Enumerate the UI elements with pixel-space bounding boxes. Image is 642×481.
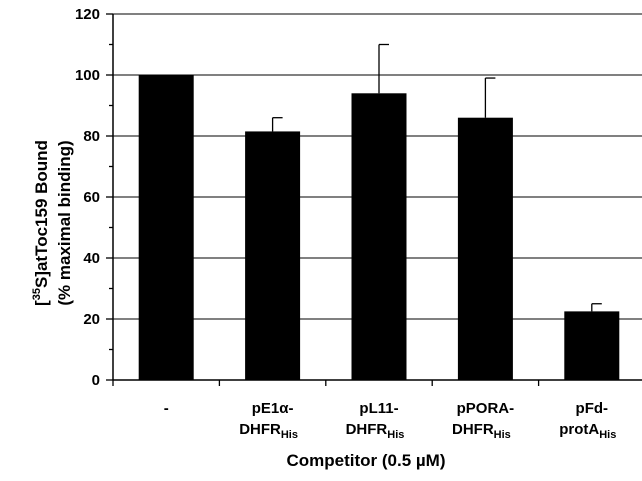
category-label-line1: pPORA- (457, 400, 515, 417)
category-label-line2: DHFRHis (346, 421, 405, 441)
category-label: pFd-protAHis (559, 400, 616, 441)
y-axis-title-line2: (% maximal binding) (55, 140, 74, 305)
bars (138, 43, 620, 381)
category-label-line1: - (164, 400, 169, 417)
y-tick-labels: 0 20 40 60 80 100 120 (75, 6, 100, 389)
x-axis-title: Competitor (0.5 µM) (286, 451, 445, 470)
y-tick-label: 0 (92, 372, 100, 389)
category-label-line2: DHFRHis (239, 421, 298, 441)
svg-text:[35S]atToc159 Bound: [35S]atToc159 Bound (31, 140, 51, 306)
y-tick-label: 20 (83, 311, 100, 328)
category-label: pL11- DHFRHis (346, 400, 405, 441)
error-bar (591, 303, 602, 312)
category-label-line1: pFd- (576, 400, 608, 417)
error-bar (378, 43, 389, 94)
category-label: pPORA- DHFRHis (452, 400, 514, 441)
category-label-line2: protAHis (559, 421, 616, 441)
error-bar (271, 117, 283, 132)
y-tick-label: 40 (83, 250, 100, 267)
axes (106, 13, 642, 386)
bar (564, 311, 620, 380)
bar (457, 117, 513, 380)
y-tick-label: 120 (75, 6, 100, 23)
y-axis-title-prefix: [ (32, 300, 51, 306)
category-label-line1: pL11- (359, 400, 398, 417)
category-label-line1: pE1α- (252, 400, 294, 417)
category-label: - (164, 400, 169, 417)
bar (138, 75, 194, 380)
category-labels: - pE1α- DHFRHis pL11- DHFRHis pPORA- DHFRHis pF… (164, 400, 617, 441)
y-axis-title-superscript: 35 (31, 288, 43, 300)
error-bar (484, 77, 496, 118)
y-tick-label: 100 (75, 67, 100, 84)
y-tick-label: 80 (83, 128, 100, 145)
y-axis-title-rest: S]atToc159 Bound (32, 140, 51, 288)
category-label: pE1α- DHFRHis (239, 400, 298, 441)
bar (245, 131, 301, 380)
y-axis-title: [35S]atToc159 Bound (% maximal binding) (31, 140, 74, 306)
bar (351, 93, 407, 381)
y-tick-label: 60 (83, 189, 100, 206)
category-label-line2: DHFRHis (452, 421, 511, 441)
